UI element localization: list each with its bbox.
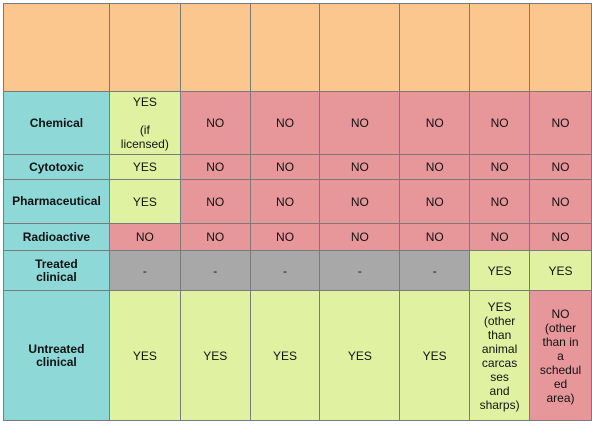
header-col-3 [249,3,321,92]
cell: - [249,250,321,291]
row-label-pharmaceutical: Pharmaceutical [3,179,110,224]
cell: NO [319,91,401,155]
table-row: Cytotoxic YES NO NO NO NO NO NO [3,154,592,180]
table-row: Chemical YES (if licensed) NO NO NO NO N… [3,91,592,155]
cell: NO [469,223,531,251]
row-label-untreated-clinical: Untreated clinical [3,290,110,421]
row-label-cytotoxic: Cytotoxic [3,154,110,180]
cell: YES [399,290,471,421]
table-row: Radioactive NO NO NO NO NO NO NO [3,223,592,251]
header-row [3,3,592,92]
row-label-radioactive: Radioactive [3,223,110,251]
header-col-4 [319,3,401,92]
row-label-treated-clinical: Treated clinical [3,250,110,291]
cell: NO [179,91,251,155]
cell: NO [249,154,321,180]
cell: NO [529,223,592,251]
cell: NO [529,179,592,224]
cell: YES [529,250,592,291]
cell: YES [249,290,321,421]
header-col-5 [399,3,471,92]
cell: NO [469,179,531,224]
cell: YES [319,290,401,421]
cell: YES [108,154,181,180]
cell: NO [179,154,251,180]
cell: NO [179,179,251,224]
cell: NO [249,91,321,155]
cell: NO [249,179,321,224]
cell: YES [179,290,251,421]
cell: NO [469,154,531,180]
cell: YES [469,250,531,291]
cell: - [399,250,471,291]
cell: NO [319,154,401,180]
cell: NO [469,91,531,155]
cell: - [179,250,251,291]
header-col-1 [108,3,181,92]
cell: YES (if licensed) [108,91,181,155]
cell: - [319,250,401,291]
cell: YES [108,179,181,224]
cell: NO [249,223,321,251]
cell: NO [319,223,401,251]
cell: NO [529,91,592,155]
cell: NO (other than in a schedul ed area) [529,290,592,421]
cell: NO [399,179,471,224]
cell: NO [399,223,471,251]
table-row: Treated clinical - - - - - YES YES [3,250,592,291]
cell: NO [108,223,181,251]
table-row: Pharmaceutical YES NO NO NO NO NO NO [3,179,592,224]
cell: NO [399,154,471,180]
cell: - [108,250,181,291]
cell: YES (other than animal carcas ses and sh… [469,290,531,421]
cell: YES [108,290,181,421]
cell: NO [399,91,471,155]
cell: NO [179,223,251,251]
header-col-2 [179,3,251,92]
header-col-7 [529,3,592,92]
cell: NO [529,154,592,180]
waste-disposal-table: Chemical YES (if licensed) NO NO NO NO N… [3,3,592,421]
table-row: Untreated clinical YES YES YES YES YES Y… [3,290,592,421]
row-label-chemical: Chemical [3,91,110,155]
cell: NO [319,179,401,224]
header-col-6 [469,3,531,92]
header-corner [3,3,110,92]
